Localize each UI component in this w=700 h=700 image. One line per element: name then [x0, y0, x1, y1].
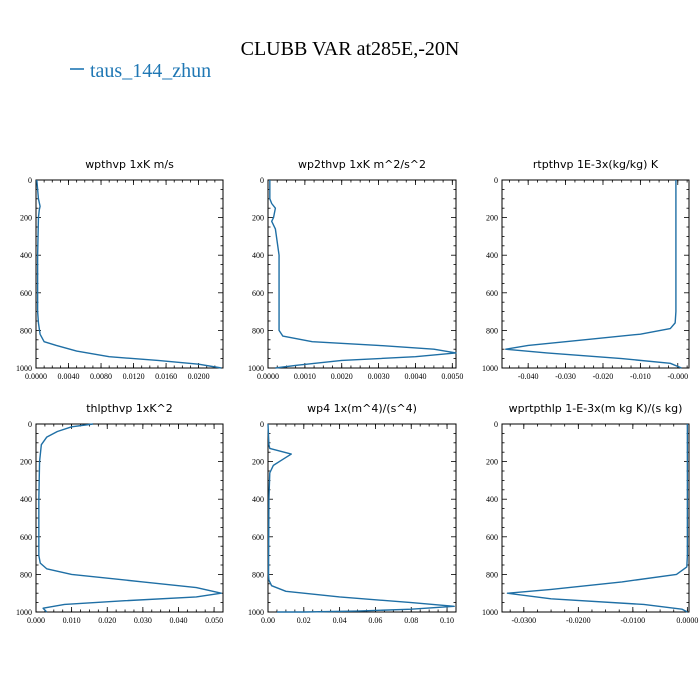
y-tick-label: 200	[486, 214, 498, 223]
y-tick-label: 600	[486, 533, 498, 542]
plot-frame	[35, 179, 224, 369]
x-tick-label: 0.10	[440, 616, 454, 625]
y-tick-label: 600	[20, 289, 32, 298]
x-tick-label: -0.0100	[621, 616, 646, 625]
y-tick-label: 800	[252, 326, 264, 335]
x-tick-label: 0.0010	[294, 372, 316, 381]
y-tick-label: 1000	[482, 364, 498, 373]
x-tick-label: 0.0020	[331, 372, 353, 381]
y-tick-label: 0	[494, 176, 498, 185]
series-line	[506, 424, 689, 613]
plot-frame	[501, 179, 690, 369]
x-tick-label: 0.02	[297, 616, 311, 625]
y-tick-label: 400	[486, 251, 498, 260]
x-tick-label: 0.0030	[368, 372, 390, 381]
panel-title: rtpthvp 1E-3x(kg/kg) K	[533, 158, 659, 171]
x-tick-label: -0.0200	[566, 616, 591, 625]
y-tick-label: 200	[252, 458, 264, 467]
y-tick-label: 400	[20, 251, 32, 260]
y-tick-label: 800	[486, 326, 498, 335]
x-tick-label: 0.00	[261, 616, 275, 625]
y-tick-label: 800	[20, 326, 32, 335]
panel-title: thlpthvp 1xK^2	[86, 402, 173, 415]
legend-label: taus_144_zhun	[90, 60, 211, 82]
panel-2: wp2thvp 1xK m^2/s^2020040060080010000.00…	[248, 158, 463, 381]
figure-title: CLUBB VAR at285E,-20N	[241, 38, 460, 60]
y-tick-label: 200	[486, 458, 498, 467]
x-tick-label: 0.0000	[25, 372, 47, 381]
x-tick-label: 0.04	[333, 616, 347, 625]
series-line	[36, 179, 222, 369]
x-tick-label: 0.0080	[90, 372, 112, 381]
y-tick-label: 0	[28, 420, 32, 429]
x-tick-label: 0.0000	[676, 616, 698, 625]
y-tick-label: 0	[260, 176, 264, 185]
y-tick-label: 600	[20, 533, 32, 542]
y-tick-label: 600	[252, 533, 264, 542]
y-tick-label: 0	[260, 420, 264, 429]
panel-title: wp4 1x(m^4)/(s^4)	[307, 402, 417, 415]
x-tick-label: -0.0300	[511, 616, 536, 625]
x-tick-label: 0.0040	[404, 372, 426, 381]
x-tick-label: 0.050	[205, 616, 223, 625]
series-line	[505, 180, 682, 369]
panel-title: wprtpthlp 1-E-3x(m kg K)/(s kg)	[509, 402, 683, 415]
series-line	[38, 423, 222, 613]
y-tick-label: 800	[252, 570, 264, 579]
y-tick-label: 800	[20, 570, 32, 579]
y-tick-label: 400	[486, 495, 498, 504]
plot-frame	[267, 423, 457, 613]
x-tick-label: -0.000	[667, 372, 688, 381]
legend: taus_144_zhun	[70, 60, 211, 82]
y-tick-label: 600	[252, 289, 264, 298]
x-tick-label: 0.020	[98, 616, 116, 625]
panel-6: wprtpthlp 1-E-3x(m kg K)/(s kg) 0 200 400 60…	[482, 402, 698, 625]
x-tick-label: 0.0160	[155, 372, 177, 381]
x-tick-label: 0.010	[63, 616, 81, 625]
y-tick-label: 0	[494, 420, 498, 429]
y-tick-label: 200	[20, 458, 32, 467]
x-tick-label: 0.030	[134, 616, 152, 625]
panel-title: wp2thvp 1xK m^2/s^2	[298, 158, 426, 171]
y-tick-label: 1000	[16, 364, 32, 373]
x-tick-label: -0.030	[555, 372, 576, 381]
y-tick-label: 400	[252, 251, 264, 260]
x-tick-label: 0.040	[169, 616, 187, 625]
x-tick-label: 0.0050	[441, 372, 463, 381]
y-tick-label: 200	[20, 214, 32, 223]
x-tick-label: 0.06	[368, 616, 382, 625]
x-tick-label: 0.08	[404, 616, 418, 625]
x-tick-label: 0.0000	[257, 372, 279, 381]
y-tick-label: 1000	[248, 364, 264, 373]
x-tick-label: 0.0040	[58, 372, 80, 381]
x-tick-label: 0.0200	[188, 372, 210, 381]
y-tick-label: 400	[20, 495, 32, 504]
y-tick-label: 1000	[16, 608, 32, 617]
y-tick-label: 600	[486, 289, 498, 298]
y-tick-label: 800	[486, 570, 498, 579]
y-tick-label: 400	[252, 495, 264, 504]
y-tick-label: 0	[28, 176, 32, 185]
x-tick-label: -0.040	[518, 372, 539, 381]
x-tick-label: -0.020	[593, 372, 614, 381]
y-tick-label: 1000	[482, 608, 498, 617]
series-line	[269, 180, 457, 369]
x-tick-label: 0.000	[27, 616, 45, 625]
x-tick-label: 0.0120	[123, 372, 145, 381]
panel-3: rtpthvp 1E-3x(kg/kg) K 0 200 400 600 800 1000 -…	[482, 158, 690, 381]
y-tick-label: 1000	[248, 608, 264, 617]
panel-title: wpthvp 1xK m/s	[85, 158, 174, 171]
y-tick-label: 200	[252, 214, 264, 223]
plot-frame	[267, 179, 457, 369]
x-tick-label: -0.010	[630, 372, 651, 381]
plot-frame	[501, 423, 690, 613]
plot-frame	[35, 423, 224, 613]
series-line	[267, 423, 455, 613]
